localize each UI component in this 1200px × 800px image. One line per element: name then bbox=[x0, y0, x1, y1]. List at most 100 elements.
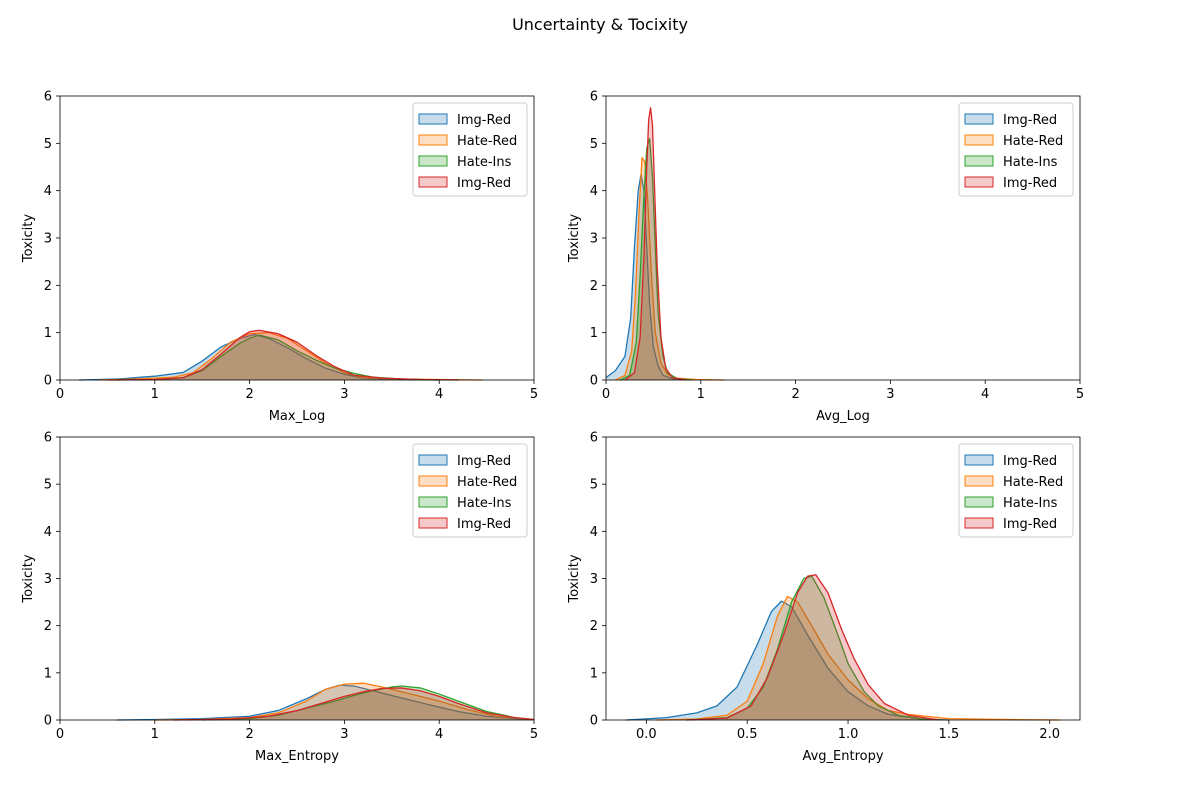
density-area-1 bbox=[78, 334, 440, 380]
subplot-4: 0.0 0.5 1.0 1.5 2.0 0 1 2 3 4 5 6 Avg_Entropy Toxicit… bbox=[567, 431, 1081, 764]
legend-swatch bbox=[964, 113, 994, 125]
density-line-2 bbox=[615, 156, 725, 381]
legend-frame bbox=[958, 443, 1074, 538]
y-tick-label: 6 bbox=[590, 90, 598, 105]
x-tick-label: 3 bbox=[886, 387, 894, 402]
x-axis-label: Avg_Entropy bbox=[802, 749, 883, 764]
y-axis-label: Toxicity bbox=[567, 214, 582, 263]
legend-label: Img-Red bbox=[1003, 113, 1057, 128]
legend: Img-Red Hate-Red Hate-Ins Img-Red bbox=[412, 443, 528, 538]
legend-label: Img-Red bbox=[1003, 176, 1057, 191]
density-line-1 bbox=[78, 333, 440, 381]
subplots: 0 1 2 3 4 5 0 1 2 3 4 5 6 Max_Log Toxicity Img-Red Hate-… bbox=[21, 90, 1084, 765]
x-tick-label: 5 bbox=[1076, 387, 1084, 402]
y-tick-label: 5 bbox=[590, 478, 598, 493]
x-tick-label: 0 bbox=[56, 387, 64, 402]
y-tick-label: 6 bbox=[44, 431, 52, 446]
legend-frame bbox=[412, 102, 528, 197]
legend-swatch bbox=[418, 155, 448, 167]
density-area-2 bbox=[656, 596, 1060, 720]
legend-swatch bbox=[418, 134, 448, 146]
figure-title: Uncertainty & Tocixity bbox=[512, 15, 688, 34]
y-tick-label: 3 bbox=[44, 232, 52, 247]
density-area-4 bbox=[686, 574, 939, 720]
x-tick-label: 1 bbox=[151, 727, 159, 742]
legend-frame bbox=[412, 443, 528, 538]
y-axis-label: Toxicity bbox=[21, 554, 36, 603]
density-area-4 bbox=[173, 687, 534, 720]
x-tick-label: 0.5 bbox=[737, 727, 758, 742]
y-tick-label: 2 bbox=[44, 619, 52, 634]
legend-label: Img-Red bbox=[1003, 517, 1057, 532]
x-axis-label: Max_Entropy bbox=[255, 749, 339, 764]
x-tick-label: 0.0 bbox=[636, 727, 657, 742]
legend-label: Hate-Red bbox=[1003, 134, 1063, 149]
x-tick-label: 4 bbox=[435, 387, 443, 402]
density-area-2 bbox=[97, 332, 482, 380]
y-tick-label: 0 bbox=[44, 714, 52, 729]
legend-swatch bbox=[418, 454, 448, 466]
y-tick-label: 3 bbox=[44, 572, 52, 587]
legend-label: Img-Red bbox=[457, 517, 511, 532]
density-line-4 bbox=[686, 574, 939, 721]
density-line-1 bbox=[116, 684, 535, 721]
y-tick-label: 3 bbox=[590, 572, 598, 587]
legend: Img-Red Hate-Red Hate-Ins Img-Red bbox=[412, 102, 528, 197]
y-tick-label: 4 bbox=[590, 184, 598, 199]
density-area-2 bbox=[154, 683, 535, 720]
y-tick-label: 5 bbox=[44, 478, 52, 493]
y-tick-label: 3 bbox=[590, 232, 598, 247]
density-area-1 bbox=[606, 174, 682, 380]
x-tick-label: 1.5 bbox=[939, 727, 960, 742]
legend-label: Img-Red bbox=[457, 176, 511, 191]
subplot-3: 0 1 2 3 4 5 0 1 2 3 4 5 6 Max_Entropy Toxicity Img-Red H… bbox=[21, 431, 538, 765]
legend-swatch bbox=[964, 475, 994, 487]
x-tick-label: 4 bbox=[435, 727, 443, 742]
density-area-3 bbox=[202, 686, 534, 720]
y-tick-label: 1 bbox=[44, 326, 52, 341]
legend-label: Hate-Ins bbox=[457, 155, 512, 170]
legend-label: Hate-Ins bbox=[1003, 496, 1058, 511]
density-line-4 bbox=[173, 687, 535, 721]
y-tick-label: 0 bbox=[590, 374, 598, 389]
legend-label: Hate-Ins bbox=[1003, 155, 1058, 170]
x-axis-label: Avg_Log bbox=[816, 409, 870, 424]
density-series bbox=[626, 574, 1060, 721]
legend-label: Hate-Red bbox=[457, 134, 517, 149]
x-tick-label: 2 bbox=[245, 387, 253, 402]
x-tick-label: 2.0 bbox=[1039, 727, 1060, 742]
subplot-2: 0 1 2 3 4 5 0 1 2 3 4 5 6 Avg_Log Toxicity Img-Red Hate-… bbox=[567, 90, 1084, 425]
density-series bbox=[605, 107, 725, 381]
y-tick-label: 6 bbox=[44, 90, 52, 105]
legend-swatch bbox=[964, 155, 994, 167]
legend-swatch bbox=[964, 496, 994, 508]
x-tick-label: 5 bbox=[530, 387, 538, 402]
y-tick-label: 5 bbox=[590, 137, 598, 152]
legend-swatch bbox=[964, 176, 994, 188]
legend-swatch bbox=[964, 134, 994, 146]
y-tick-label: 1 bbox=[590, 326, 598, 341]
density-area-3 bbox=[686, 576, 929, 720]
legend-label: Img-Red bbox=[1003, 454, 1057, 469]
x-tick-label: 2 bbox=[245, 727, 253, 742]
legend-swatch bbox=[418, 176, 448, 188]
density-line-2 bbox=[656, 595, 1060, 721]
x-tick-label: 1.0 bbox=[838, 727, 859, 742]
y-tick-label: 6 bbox=[590, 431, 598, 446]
y-tick-label: 2 bbox=[590, 619, 598, 634]
x-tick-label: 4 bbox=[981, 387, 989, 402]
y-tick-label: 0 bbox=[44, 374, 52, 389]
x-tick-label: 3 bbox=[340, 387, 348, 402]
x-tick-label: 5 bbox=[530, 727, 538, 742]
legend-label: Img-Red bbox=[457, 454, 511, 469]
density-line-2 bbox=[154, 682, 535, 721]
density-series bbox=[78, 329, 482, 381]
y-axis-label: Toxicity bbox=[567, 554, 582, 603]
legend-label: Hate-Red bbox=[1003, 475, 1063, 490]
legend-swatch bbox=[964, 454, 994, 466]
y-tick-label: 1 bbox=[44, 666, 52, 681]
y-tick-label: 4 bbox=[44, 184, 52, 199]
y-tick-label: 1 bbox=[590, 666, 598, 681]
legend-swatch bbox=[418, 475, 448, 487]
